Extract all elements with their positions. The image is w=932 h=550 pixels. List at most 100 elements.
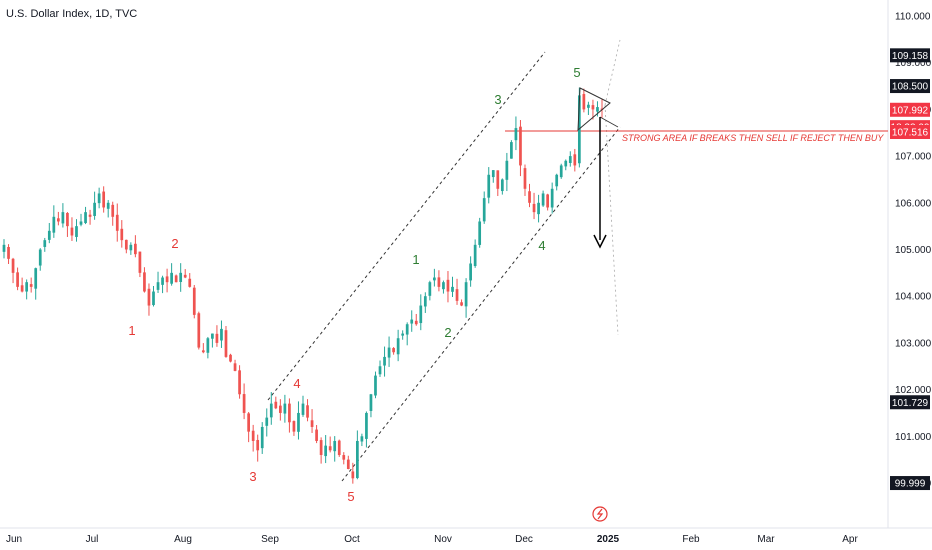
candle[interactable] [97,193,101,204]
candle[interactable] [383,356,386,366]
wave-label[interactable]: 2 [444,325,451,340]
candle[interactable] [442,282,445,290]
candle[interactable] [519,126,522,166]
candle[interactable] [57,218,60,222]
candle[interactable] [491,170,495,178]
candle[interactable] [523,168,527,189]
candle[interactable] [111,204,115,217]
candle[interactable] [292,421,296,432]
candle[interactable] [129,244,133,251]
candle[interactable] [247,413,250,432]
candle[interactable] [464,282,468,307]
wave-label[interactable]: 4 [293,376,300,391]
price-badge[interactable] [890,102,930,117]
candle[interactable] [405,324,409,335]
candle[interactable] [75,226,78,237]
candle[interactable] [115,214,119,231]
wave-label[interactable]: 3 [249,469,256,484]
candle[interactable] [428,282,432,296]
triangle-pattern[interactable] [577,87,611,132]
candle[interactable] [93,202,96,216]
candle[interactable] [120,228,124,241]
price-badge[interactable] [890,476,930,491]
candle[interactable] [537,202,540,215]
candle[interactable] [147,288,151,306]
candle[interactable] [134,243,137,255]
candle[interactable] [269,403,273,418]
candle[interactable] [587,104,590,108]
candle[interactable] [324,445,328,457]
candle[interactable] [369,394,373,411]
price-badge[interactable] [890,125,930,140]
candle[interactable] [220,328,223,341]
candle[interactable] [351,471,355,479]
candle[interactable] [102,191,106,208]
candle[interactable] [106,202,110,209]
candle[interactable] [573,154,577,166]
candle[interactable] [283,403,287,414]
candle[interactable] [188,278,192,287]
price-badge[interactable] [890,48,930,63]
candle[interactable] [260,426,264,449]
candle[interactable] [346,459,350,469]
candle[interactable] [152,291,155,306]
candle[interactable] [328,446,332,451]
candle[interactable] [242,394,246,413]
candle[interactable] [455,289,459,301]
candle[interactable] [43,240,47,247]
candle[interactable] [582,94,586,110]
candle[interactable] [211,333,214,339]
candle[interactable] [333,440,337,452]
candle[interactable] [206,338,210,353]
candle[interactable] [306,405,309,418]
candle[interactable] [374,375,377,396]
candle[interactable] [301,403,305,415]
candle[interactable] [559,165,563,178]
candle[interactable] [528,191,531,203]
candle[interactable] [392,348,395,353]
candle[interactable] [16,272,19,287]
candle[interactable] [124,239,128,250]
wave-label[interactable]: 4 [538,238,545,253]
candle[interactable] [79,221,83,225]
candle[interactable] [433,277,436,281]
candle[interactable] [568,156,572,164]
candle[interactable] [143,272,146,292]
symbol-title[interactable]: U.S. Dollar Index, 1D, TVC [6,8,138,20]
price-badge[interactable] [890,395,930,410]
candle[interactable] [7,246,10,259]
candle[interactable] [229,354,232,362]
candle[interactable] [478,221,482,245]
candle[interactable] [550,188,554,208]
candle[interactable] [183,274,187,278]
candle[interactable] [88,214,92,217]
price-badge[interactable] [890,79,930,94]
candle[interactable] [170,272,173,284]
candle[interactable] [274,401,278,409]
candle[interactable] [419,305,423,324]
candle[interactable] [38,249,42,266]
candle[interactable] [460,302,463,306]
candle[interactable] [315,429,318,441]
wave-label[interactable]: 3 [494,92,501,107]
candle[interactable] [401,333,405,336]
candle[interactable] [387,347,391,358]
candle[interactable] [378,366,382,375]
candle[interactable] [555,174,559,187]
candle[interactable] [410,319,414,324]
candle[interactable] [52,216,56,233]
candle[interactable] [482,198,486,222]
channel-lower-line[interactable] [341,126,621,482]
candle[interactable] [514,128,518,141]
wave-label[interactable]: 5 [573,65,580,80]
candle[interactable] [451,286,454,292]
candle[interactable] [591,105,595,110]
candle[interactable] [256,439,260,451]
wave-label[interactable]: 1 [128,323,135,338]
candle[interactable] [47,230,51,240]
candle[interactable] [319,440,323,455]
event-flag-icon[interactable] [592,506,608,522]
candle[interactable] [66,212,69,227]
